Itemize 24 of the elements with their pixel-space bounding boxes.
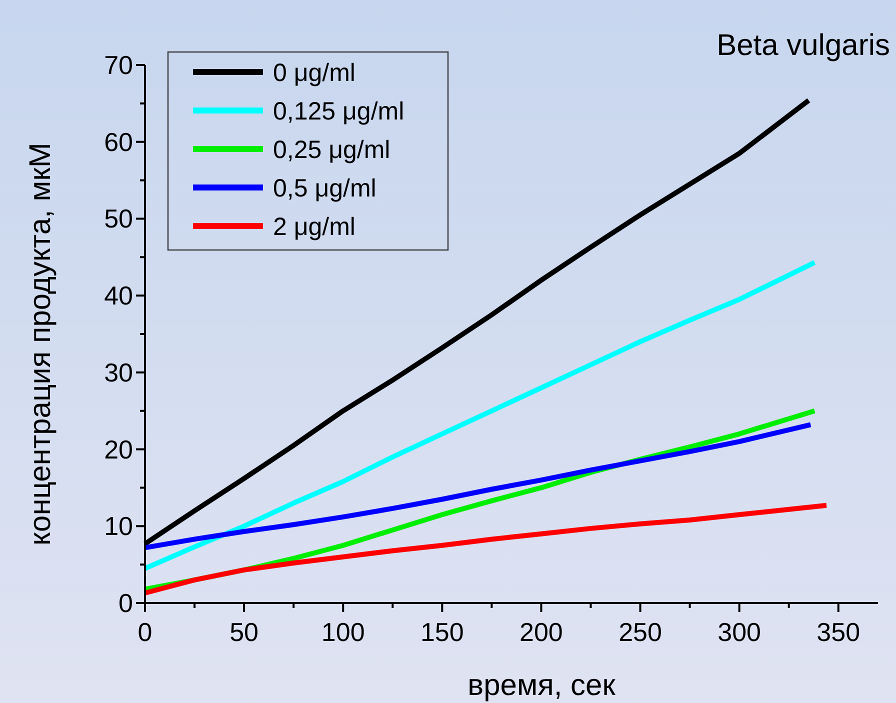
- x-tick-label: 0: [138, 617, 152, 647]
- x-axis-title: время, сек: [468, 669, 616, 702]
- x-tick-label: 300: [718, 617, 762, 647]
- y-tick-label: 10: [104, 511, 133, 542]
- legend-label: 0,5 μg/ml: [273, 174, 376, 202]
- y-tick-label: 30: [104, 357, 133, 388]
- y-tick-label: 0: [118, 588, 133, 618]
- legend-label: 0,125 μg/ml: [273, 98, 404, 126]
- legend-label: 0,25 μg/ml: [273, 136, 390, 164]
- x-tick-label: 250: [618, 617, 662, 647]
- y-tick-label: 40: [104, 280, 133, 311]
- chart-title: Beta vulgaris: [716, 29, 890, 62]
- x-tick-label: 50: [230, 617, 259, 647]
- y-tick-label: 50: [104, 204, 133, 234]
- y-tick-label: 60: [104, 126, 133, 157]
- x-tick-label: 100: [321, 617, 365, 647]
- legend-label: 2 μg/ml: [273, 213, 356, 241]
- x-tick-label: 200: [520, 617, 563, 647]
- legend-label: 0 μg/ml: [273, 59, 356, 87]
- y-tick-label: 20: [104, 434, 133, 464]
- y-axis-title: концентрация продукта, мкМ: [24, 142, 57, 546]
- y-tick-label: 70: [104, 50, 133, 80]
- x-tick-label: 150: [420, 617, 464, 647]
- x-tick-label: 350: [816, 617, 860, 647]
